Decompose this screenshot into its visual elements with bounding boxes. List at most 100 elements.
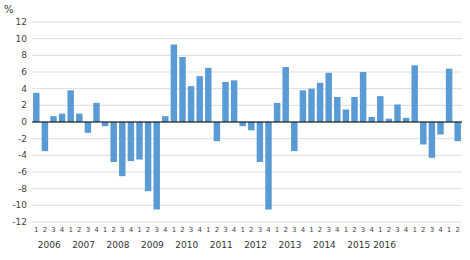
x-tick-label: 3: [189, 226, 193, 234]
x-tick-label: 4: [335, 226, 340, 234]
x-tick-label: 1: [275, 226, 279, 234]
bar: [368, 117, 374, 122]
grid-line: [32, 122, 462, 123]
x-tick-label: 4: [232, 226, 237, 234]
bars: [33, 45, 461, 210]
year-label: 2015: [347, 240, 370, 250]
bar: [446, 69, 452, 122]
x-tick-label: 3: [86, 226, 90, 234]
bar: [317, 83, 323, 122]
grid-line: [32, 222, 462, 223]
bar: [171, 45, 177, 123]
bar: [454, 122, 460, 141]
grid-line: [32, 188, 462, 189]
year-label: 2010: [175, 240, 198, 250]
x-tick-label: 3: [258, 226, 262, 234]
bar: [93, 103, 99, 122]
bar: [257, 122, 263, 162]
bar: [67, 90, 73, 122]
x-tick-label: 2: [455, 226, 459, 234]
x-tick-label: 3: [395, 226, 399, 234]
bar: [239, 122, 245, 126]
x-tick-label: 4: [266, 226, 271, 234]
x-tick-label: 4: [301, 226, 306, 234]
bar: [85, 122, 91, 133]
y-tick-label: 0: [21, 117, 27, 127]
x-tick-label: 4: [369, 226, 374, 234]
grid-line: [32, 205, 462, 206]
x-tick-label: 2: [249, 226, 253, 234]
year-label: 2011: [210, 240, 233, 250]
bar: [162, 116, 168, 122]
year-label: 2007: [72, 240, 95, 250]
bar: [59, 114, 65, 122]
x-tick-label: 2: [318, 226, 322, 234]
x-tick-label: 2: [352, 226, 356, 234]
year-label: 2014: [313, 240, 336, 250]
x-tick-label: 2: [77, 226, 81, 234]
bar: [248, 122, 254, 130]
x-tick-label: 4: [129, 226, 134, 234]
bar: [33, 93, 39, 122]
x-tick-label: 4: [404, 226, 409, 234]
bar: [411, 65, 417, 122]
bar: [110, 122, 116, 162]
year-label: 2009: [141, 240, 164, 250]
grid-line: [32, 138, 462, 139]
x-tick-label: 1: [378, 226, 382, 234]
x-tick-label: 3: [361, 226, 365, 234]
x-tick-label: 2: [215, 226, 219, 234]
x-tick-label: 2: [111, 226, 115, 234]
x-tick-label: 1: [68, 226, 72, 234]
bar: [205, 68, 211, 122]
x-tick-label: 2: [283, 226, 287, 234]
y-tick-label: 6: [21, 67, 27, 77]
bar: [102, 122, 108, 126]
x-tick-label: 2: [146, 226, 150, 234]
bar: [179, 57, 185, 122]
y-tick-label: 10: [16, 34, 28, 44]
bar: [360, 72, 366, 122]
x-tick-label: 3: [120, 226, 124, 234]
bar: [145, 122, 151, 191]
x-tick-label: 4: [438, 226, 443, 234]
x-tick-label: 4: [94, 226, 99, 234]
x-tick-label: 3: [430, 226, 434, 234]
bar: [231, 80, 237, 122]
x-tick-label: 1: [172, 226, 176, 234]
bar: [128, 122, 134, 161]
bar: [377, 96, 383, 122]
zero-line: [32, 122, 462, 123]
y-tick-label: -12: [12, 217, 27, 227]
bar: [343, 110, 349, 123]
year-label: 2013: [279, 240, 302, 250]
bar: [214, 122, 220, 141]
y-tick-label: -8: [18, 184, 27, 194]
grid-line: [32, 72, 462, 73]
bar: [308, 89, 314, 122]
x-tick-label: 1: [412, 226, 416, 234]
x-axis: 1234123412341234123412341234123412341234…: [34, 226, 460, 250]
bar: [420, 122, 426, 145]
x-tick-label: 2: [180, 226, 184, 234]
bar: [42, 122, 48, 151]
grid-line: [32, 38, 462, 39]
bar: [325, 73, 331, 122]
bar: [291, 122, 297, 151]
year-label: 2008: [107, 240, 130, 250]
bar: [274, 103, 280, 122]
grid-line: [32, 22, 462, 23]
grid: [32, 22, 462, 222]
x-tick-label: 1: [240, 226, 244, 234]
bar: [50, 116, 56, 122]
year-label: 2016: [373, 240, 396, 250]
grid-line: [32, 88, 462, 89]
bar: [334, 97, 340, 122]
x-tick-label: 1: [137, 226, 141, 234]
y-axis: -12-10-8-6-4-2024681012: [12, 17, 27, 227]
x-tick-label: 1: [344, 226, 348, 234]
x-tick-label: 4: [197, 226, 202, 234]
bar: [351, 97, 357, 122]
year-label: 2012: [244, 240, 267, 250]
y-tick-label: 12: [16, 17, 27, 27]
